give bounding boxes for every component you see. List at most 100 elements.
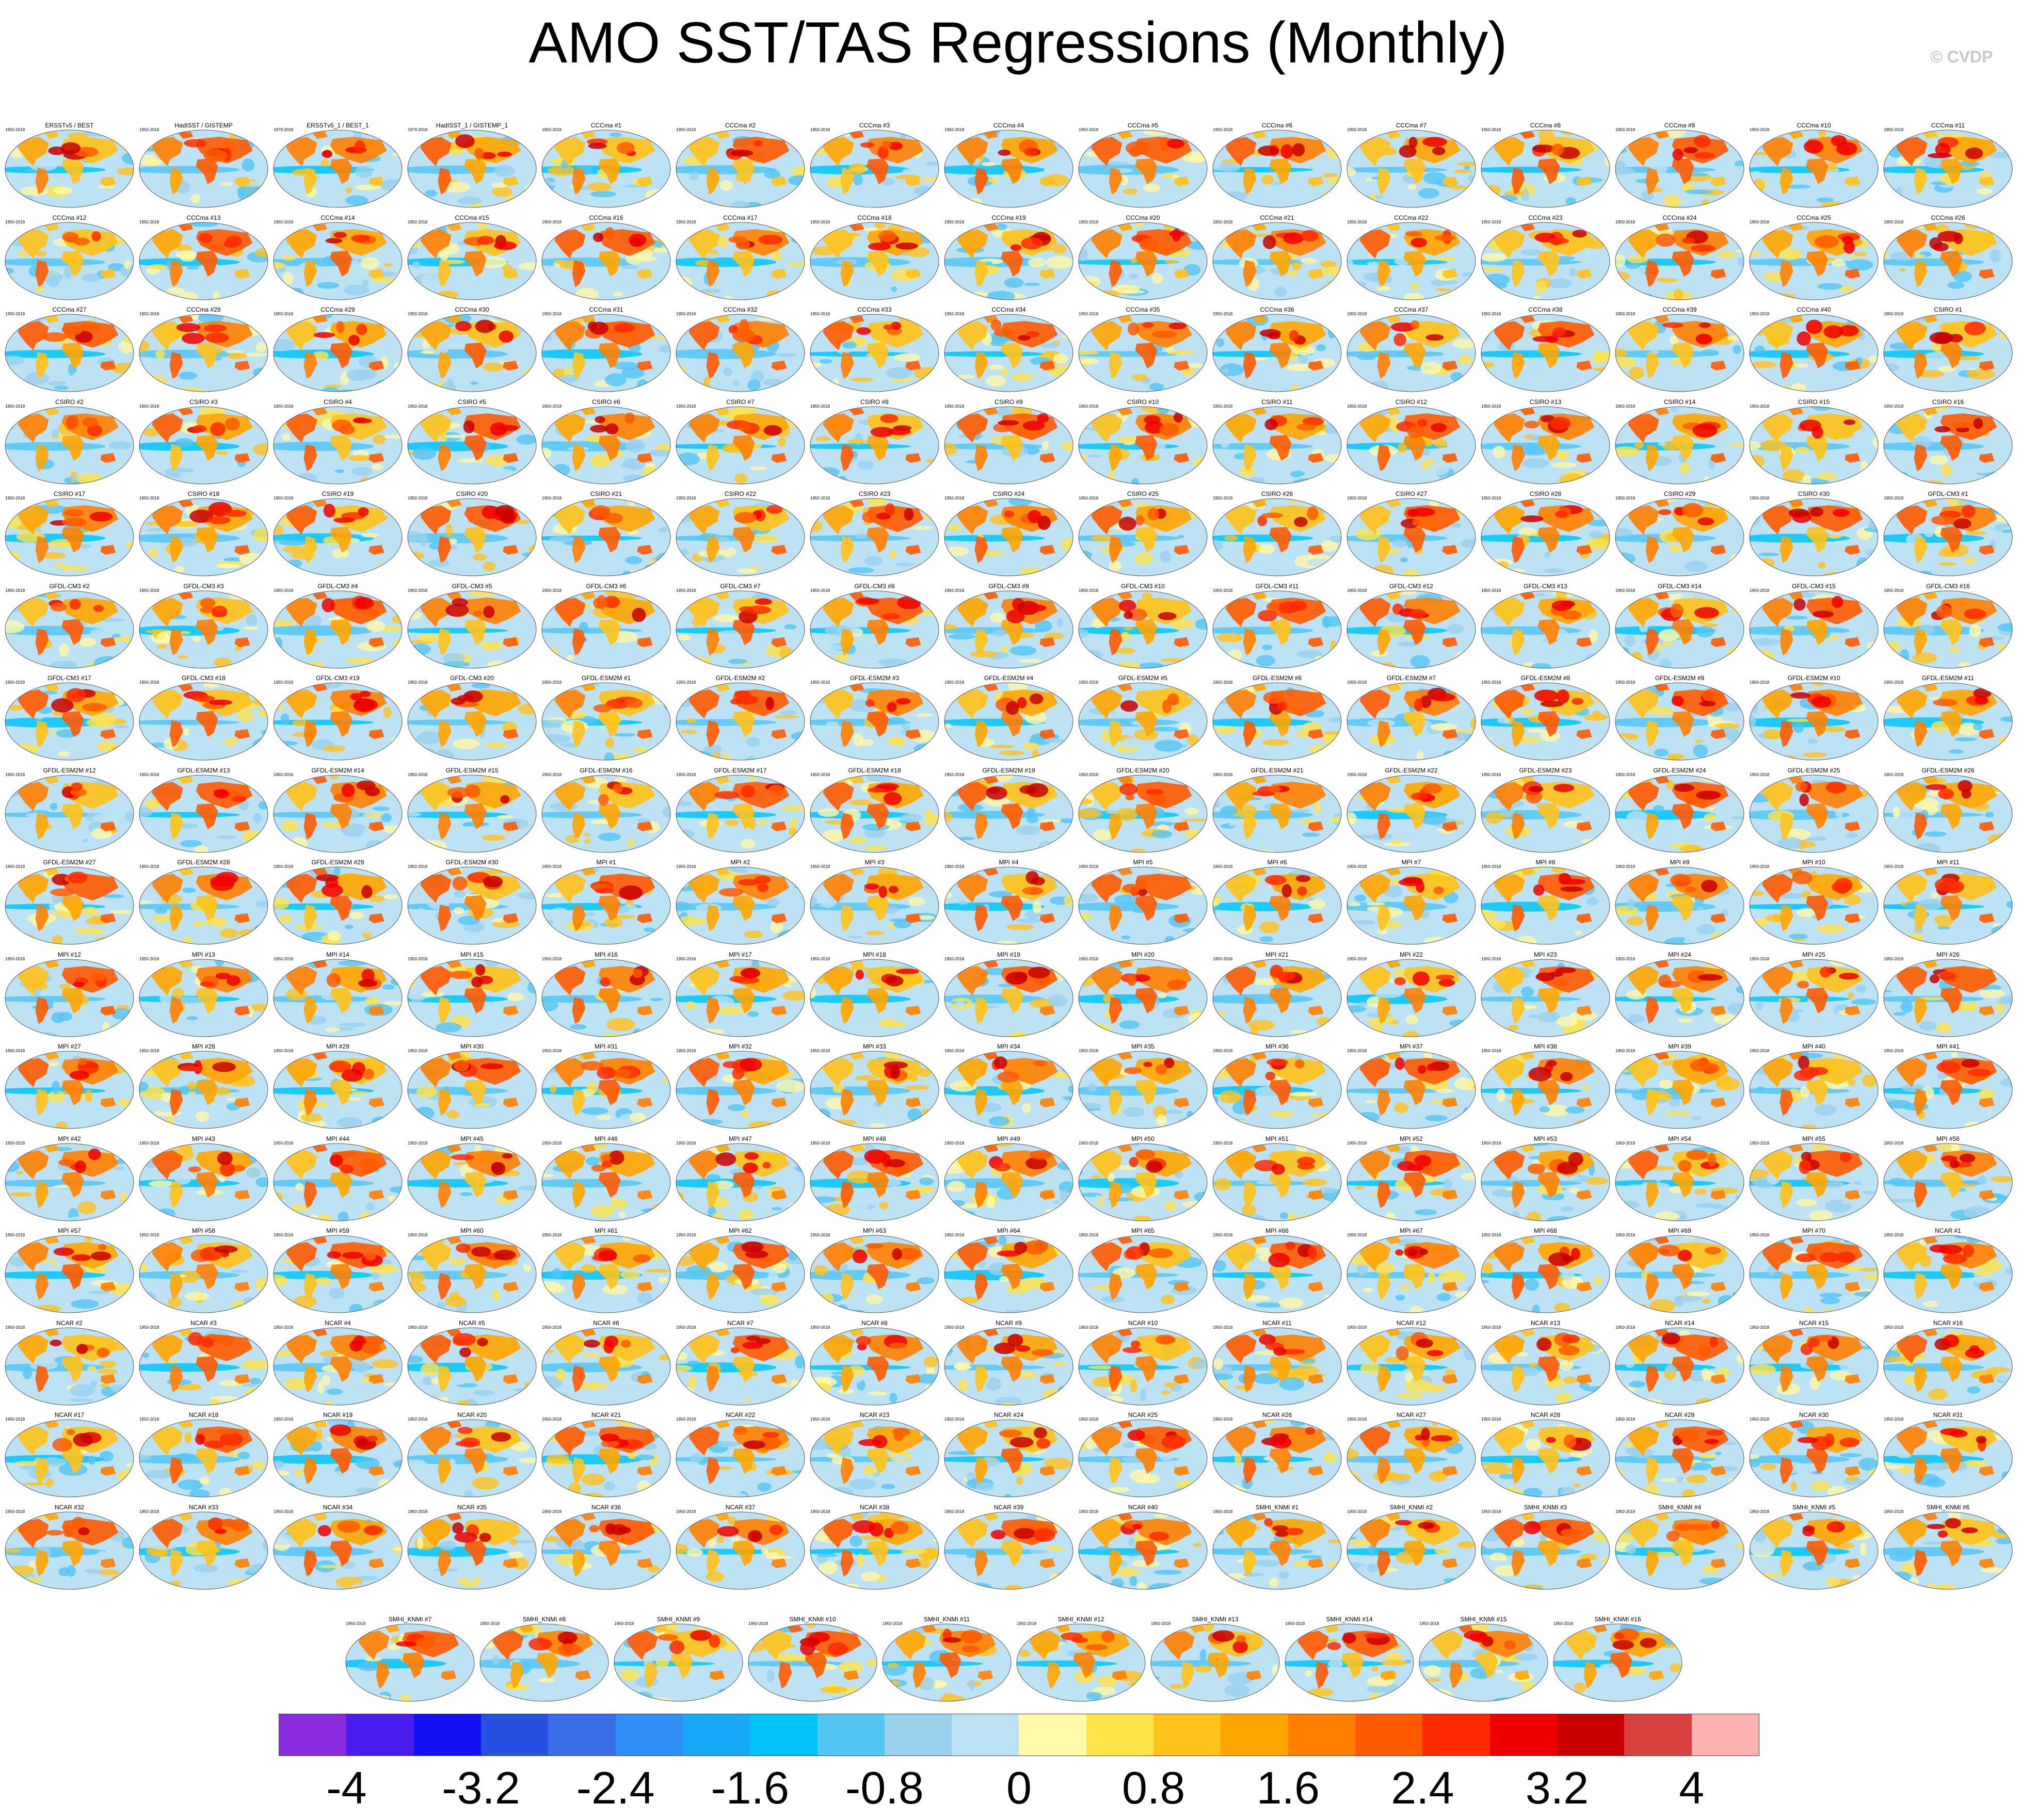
world-map-field	[1883, 590, 2013, 668]
colorbar-tick-labels: -4 -3.2 -2.4 -1.6 -0.8 0 0.8 1.6 2.4 3.2 4	[0, 1762, 2036, 1814]
map-panel: GFDL-ESM2M #17 1950-2018	[675, 767, 806, 853]
map-panel: MPI #33 1950-2018	[809, 1043, 940, 1130]
panel-period: 1950-2018	[1213, 864, 1233, 869]
panel-period: 1950-2018	[1213, 404, 1233, 409]
panel-period: 1950-2018	[944, 312, 965, 316]
world-map-field	[1212, 1511, 1342, 1589]
panel-label: GFDL-CM3 #10	[1121, 582, 1165, 590]
world-map-field	[1078, 682, 1208, 761]
panel-label: SMHI_KNMI #16	[1594, 1616, 1641, 1623]
panel-label: CSIRO #20	[456, 490, 488, 497]
panel-label: MPI #47	[729, 1135, 752, 1142]
panel-period: 1950-2018	[139, 404, 159, 409]
map-panel: MPI #67 1950-2018	[1346, 1227, 1477, 1314]
map-panel: MPI #56 1950-2018	[1883, 1135, 2013, 1222]
map-panel: CSIRO #21 1950-2018	[541, 490, 671, 577]
panel-period: 1950-2018	[1615, 956, 1636, 961]
panel-period: 1950-2018	[1750, 1509, 1770, 1514]
map-panel: MPI #42 1950-2018	[4, 1135, 135, 1222]
panel-period: 1950-2018	[1151, 1621, 1171, 1626]
world-map-field	[944, 130, 1073, 208]
map-panel: NCAR #39 1950-2018	[943, 1504, 1074, 1590]
colorbar-swatch	[1624, 1714, 1692, 1755]
world-map-field	[1212, 1327, 1342, 1405]
map-panel: NCAR #29 1950-2018	[1614, 1411, 1745, 1498]
panel-period: 1950-2018	[676, 1325, 696, 1330]
panel-label: CSIRO #21	[590, 490, 622, 497]
world-map-field	[1481, 866, 1610, 945]
world-map-field	[407, 590, 537, 668]
map-panel: MPI #60 1950-2018	[407, 1227, 537, 1314]
world-map-field	[810, 866, 939, 945]
world-map-field	[407, 1327, 537, 1405]
map-panel: CCCma #15 1950-2018	[407, 214, 537, 301]
world-map-field	[1078, 1511, 1208, 1589]
map-panel: MPI #61 1950-2018	[541, 1227, 671, 1314]
panel-label: CSIRO #24	[992, 490, 1025, 497]
map-panel: SMHI_KNMI #3 1950-2018	[1480, 1504, 1611, 1590]
panel-period: 1950-2018	[1481, 772, 1501, 777]
panel-label: CSIRO #2	[55, 398, 84, 406]
panel-label: NCAR #21	[591, 1411, 621, 1419]
world-map-field	[1749, 775, 1879, 852]
map-panel: MPI #24 1950-2018	[1614, 951, 1745, 1038]
map-panel: MPI #34 1950-2018	[943, 1043, 1074, 1130]
panel-period: 1950-2018	[1079, 1417, 1099, 1422]
map-panel: CCCma #30 1950-2018	[407, 306, 537, 393]
map-panel: MPI #10 1950-2018	[1749, 859, 1879, 945]
world-map-field	[676, 775, 805, 852]
panel-label: MPI #52	[1400, 1135, 1423, 1142]
panel-period: 1950-2018	[1615, 219, 1636, 224]
panel-period: 1950-2018	[1884, 1417, 1904, 1422]
world-map-field	[1749, 222, 1879, 300]
world-map-field	[1615, 866, 1744, 945]
map-panel: GFDL-CM3 #1 1950-2018	[1883, 490, 2013, 577]
world-map-field	[541, 775, 671, 852]
panel-label: CSIRO #30	[1798, 490, 1830, 497]
panel-label: GFDL-ESM2M #24	[1653, 766, 1706, 774]
panel-label: MPI #67	[1400, 1227, 1423, 1234]
panel-period: 1950-2018	[1347, 219, 1367, 224]
panel-period: 1950-2018	[139, 864, 159, 869]
map-panel: CCCma #11 1950-2018	[1883, 122, 2013, 208]
panel-period: 1950-2018	[139, 772, 159, 777]
map-panel: MPI #26 1950-2018	[1883, 951, 2013, 1038]
panel-period: 1950-2018	[346, 1621, 366, 1626]
world-map-field	[541, 222, 671, 300]
panel-period: 1950-2018	[1884, 1233, 1904, 1237]
panel-period: 1950-2018	[274, 404, 294, 409]
colorbar-tick-label: -3.2	[442, 1762, 520, 1813]
panel-period: 1950-2018	[1347, 956, 1367, 961]
panel-period: 1950-2018	[1615, 404, 1636, 409]
world-map-field	[1883, 866, 2013, 945]
panel-period: 1950-2018	[1884, 1325, 1904, 1330]
panel-period: 1950-2018	[1884, 496, 1904, 501]
panel-period: 1950-2018	[1615, 1509, 1636, 1514]
panel-label: NCAR #10	[1128, 1319, 1158, 1327]
map-panel: GFDL-ESM2M #26 1950-2018	[1883, 767, 2013, 853]
map-panel: GFDL-ESM2M #30 1950-2018	[407, 859, 537, 945]
world-map-field	[944, 314, 1073, 392]
panel-label: NCAR #23	[859, 1411, 890, 1419]
world-map-field	[1346, 1143, 1476, 1221]
panel-label: GFDL-ESM2M #28	[177, 859, 230, 866]
panel-label: GFDL-ESM2M #23	[1519, 766, 1572, 774]
panel-label: CCCma #12	[52, 214, 87, 221]
map-panel: MPI #51 1950-2018	[1212, 1135, 1342, 1222]
world-map-field	[1078, 1419, 1208, 1497]
map-panel: NCAR #6 1950-2018	[541, 1319, 671, 1406]
panel-period: 1950-2018	[810, 680, 830, 685]
map-panel: SMHI_KNMI #8 1950-2018	[479, 1616, 610, 1702]
world-map-field	[5, 1143, 134, 1221]
panel-period: 1950-2018	[542, 1417, 562, 1422]
map-panel: MPI #37 1950-2018	[1346, 1043, 1477, 1130]
world-map-field	[5, 959, 134, 1037]
panel-label: CCCma #11	[1931, 122, 1965, 129]
map-panel: NCAR #25 1950-2018	[1078, 1411, 1208, 1498]
panel-period: 1950-2018	[408, 956, 428, 961]
panel-period: 1950-2018	[1347, 680, 1367, 685]
map-panel: MPI #46 1950-2018	[541, 1135, 671, 1222]
map-panel: SMHI_KNMI #7 1950-2018	[345, 1616, 475, 1702]
world-map-field	[345, 1623, 475, 1702]
panel-label: CCCma #29	[320, 306, 355, 313]
